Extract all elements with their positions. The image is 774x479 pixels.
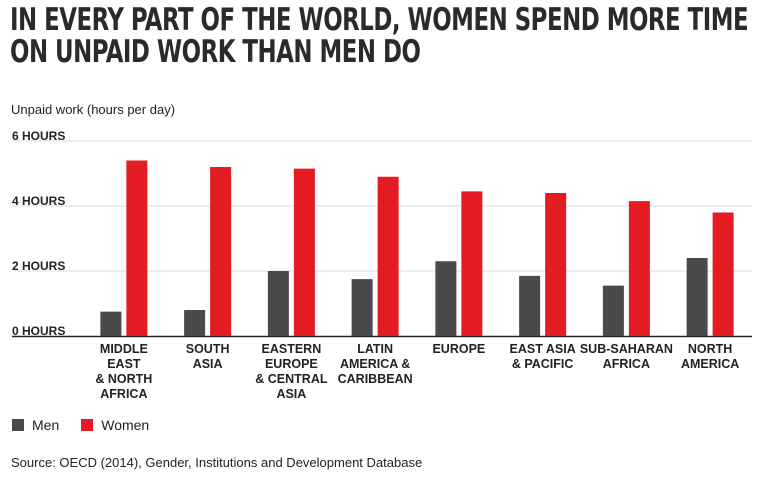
x-category-label: SOUTH ASIA — [186, 342, 230, 371]
x-category-label: LATIN AMERICA & CARIBBEAN — [338, 342, 413, 386]
bar-women — [628, 201, 650, 336]
legend-label-women: Women — [101, 417, 150, 433]
bar-men — [267, 271, 289, 336]
legend-swatch-women — [81, 419, 94, 431]
x-category-label: EAST ASIA & PACIFIC — [510, 342, 576, 371]
bar-men — [602, 285, 624, 336]
bar-women — [126, 160, 148, 336]
legend-swatch-men — [12, 419, 24, 431]
bar-men — [100, 311, 122, 336]
bar-women — [461, 191, 483, 336]
bar-women — [377, 176, 399, 336]
y-tick-label: 4 HOURS — [12, 194, 65, 208]
y-tick-label: 6 HOURS — [12, 129, 65, 143]
legend: Men Women — [12, 417, 171, 433]
x-category-label: SUB-SAHARAN AFRICA — [580, 342, 673, 371]
source-note: Source: OECD (2014), Gender, Institution… — [11, 455, 423, 470]
bar-men — [184, 310, 206, 336]
bar-women — [545, 193, 567, 336]
bar-women — [293, 168, 315, 336]
x-category-label: EUROPE — [432, 342, 485, 356]
chart-title: IN EVERY PART OF THE WORLD, WOMEN SPEND … — [10, 2, 749, 70]
bar-men — [351, 279, 373, 336]
x-category-label: MIDDLE EAST & NORTH AFRICA — [95, 342, 152, 401]
x-category-label: NORTH AMERICA — [681, 342, 739, 371]
bar-men — [686, 258, 708, 336]
legend-label-men: Men — [32, 417, 60, 433]
y-tick-label: 0 HOURS — [12, 324, 65, 338]
bar-women — [210, 167, 232, 336]
bar-men — [435, 261, 457, 336]
y-tick-label: 2 HOURS — [12, 259, 65, 273]
x-category-label: EASTERN EUROPE & CENTRAL ASIA — [255, 342, 328, 401]
y-axis-label: Unpaid work (hours per day) — [11, 102, 176, 117]
legend-item-women: Women — [81, 417, 149, 433]
bar-women — [712, 212, 734, 336]
bar-men — [519, 275, 541, 336]
legend-item-men: Men — [12, 417, 59, 433]
